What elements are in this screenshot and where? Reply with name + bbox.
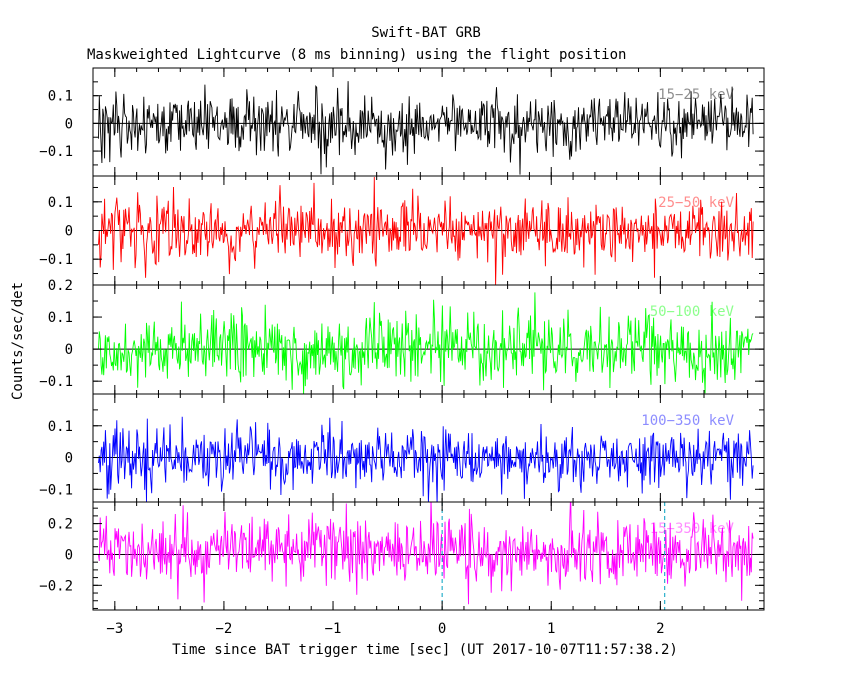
energy-band-label: 25−50 keV (658, 195, 734, 211)
x-tick-label: −2 (215, 621, 232, 637)
y-tick-label: −0.1 (39, 144, 73, 160)
y-tick-label: 0 (65, 547, 73, 563)
y-tick-label: 0 (65, 451, 73, 467)
y-tick-label: 0.1 (48, 89, 73, 105)
x-tick-label: −3 (106, 621, 123, 637)
panel-5: −0.2 0 0.2 15−350 keV (39, 501, 765, 611)
panel-2: −0.1 0 0.1 25−50 keV (39, 175, 765, 286)
y-tick-label: 0.2 (48, 278, 73, 294)
y-tick-label: −0.1 (39, 482, 73, 498)
x-axis: −3 −2 −1 0 1 2 (106, 621, 664, 637)
x-tick-label: 0 (438, 621, 446, 637)
panel-4: −0.1 0 0.1 100−350 keV (39, 393, 765, 503)
series-line-4 (98, 416, 754, 502)
series-line-1 (98, 81, 754, 175)
y-tick-label: 0.1 (48, 195, 73, 211)
y-tick-label: 0.1 (48, 310, 73, 326)
y-tick-label: 0.1 (48, 419, 73, 435)
y-axis-label: Counts/sec/det (10, 282, 26, 400)
panel-frame (92, 284, 765, 395)
y-tick-label: −0.1 (39, 374, 73, 390)
x-tick-label: 2 (656, 621, 664, 637)
energy-band-label: 50−100 keV (650, 304, 735, 320)
y-tick-label: 0 (65, 224, 73, 240)
panel-frame (92, 501, 765, 611)
series-line-3 (98, 292, 754, 394)
y-tick-label: −0.1 (39, 252, 73, 268)
chart-title: Swift-BAT GRB (371, 25, 481, 41)
energy-band-label: 100−350 keV (641, 413, 734, 429)
y-tick-label: 0 (65, 342, 73, 358)
y-tick-label: −0.2 (39, 578, 73, 594)
energy-band-label: 15−25 keV (658, 87, 734, 103)
series-line-2 (98, 176, 754, 285)
energy-band-label: 15−350 keV (650, 521, 735, 537)
panel-3: −0.1 0 0.1 0.2 50−100 keV (39, 278, 765, 395)
y-tick-label: 0.2 (48, 517, 73, 533)
x-axis-label: Time since BAT trigger time [sec] (UT 20… (172, 642, 678, 658)
panel-1: −0.1 0 0.1 15−25 keV (39, 67, 765, 177)
x-tick-label: 1 (547, 621, 555, 637)
series-line-5 (98, 502, 754, 605)
x-tick-label: −1 (325, 621, 342, 637)
panels-layer: −0.1 0 0.1 15−25 keV −0.1 0 0.1 25−50 keV −0.1 0 0… (39, 67, 765, 611)
y-tick-label: 0 (65, 116, 73, 132)
chart-subtitle: Maskweighted Lightcurve (8 ms binning) u… (87, 47, 626, 63)
